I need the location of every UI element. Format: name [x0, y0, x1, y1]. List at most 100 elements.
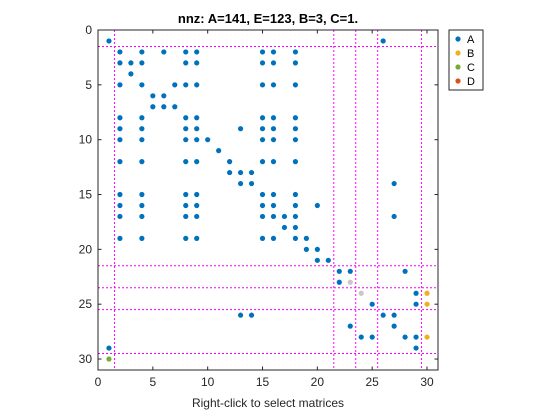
- point-a: [292, 115, 299, 121]
- point-a: [117, 191, 123, 198]
- point-a: [194, 82, 200, 88]
- point-a: [292, 224, 299, 231]
- legend-label-d[interactable]: D: [467, 76, 475, 88]
- point-a: [117, 235, 123, 241]
- point-a: [270, 202, 277, 209]
- legend-label-a[interactable]: A: [467, 34, 475, 46]
- point-a: [281, 213, 288, 220]
- point-a: [292, 235, 299, 241]
- point-a: [183, 235, 189, 241]
- point-a: [139, 126, 145, 132]
- point-a: [194, 60, 200, 66]
- point-a: [292, 82, 299, 88]
- point-e: [347, 279, 353, 285]
- point-a: [270, 213, 277, 220]
- point-c: [106, 356, 112, 362]
- point-a: [391, 323, 397, 329]
- point-a: [172, 82, 178, 88]
- point-a: [292, 191, 299, 198]
- x-tick-label: 0: [95, 375, 102, 389]
- point-a: [336, 268, 342, 274]
- chart-title: nnz: A=141, E=123, B=3, C=1.: [178, 11, 358, 26]
- point-b: [424, 301, 430, 307]
- x-tick-label: 15: [256, 375, 270, 389]
- axes-frame: [97, 29, 439, 371]
- y-tick-label: 20: [79, 242, 93, 256]
- point-a: [194, 191, 200, 198]
- point-a: [248, 180, 255, 187]
- point-a: [161, 49, 167, 55]
- point-a: [270, 235, 277, 241]
- point-a: [161, 93, 167, 99]
- data-points: [106, 38, 430, 362]
- point-a: [303, 246, 309, 252]
- point-a: [292, 202, 299, 209]
- point-a: [194, 213, 200, 220]
- point-a: [194, 202, 200, 209]
- point-a: [150, 104, 156, 110]
- point-a: [314, 257, 320, 263]
- point-a: [391, 312, 397, 318]
- point-a: [237, 312, 244, 318]
- point-a: [161, 104, 167, 110]
- point-a: [292, 213, 299, 220]
- point-a: [270, 159, 277, 165]
- point-a: [194, 126, 200, 132]
- point-a: [325, 257, 331, 263]
- point-a: [259, 137, 266, 143]
- point-a: [259, 126, 266, 132]
- point-a: [117, 49, 123, 55]
- point-a: [292, 60, 299, 66]
- point-a: [292, 49, 299, 55]
- point-a: [128, 71, 134, 77]
- point-a: [270, 137, 277, 143]
- point-a: [259, 115, 266, 121]
- point-a: [347, 323, 353, 329]
- point-a: [259, 49, 266, 55]
- point-a: [270, 49, 277, 55]
- point-a: [117, 202, 123, 209]
- point-a: [117, 159, 123, 165]
- point-a: [117, 82, 123, 88]
- point-a: [194, 159, 200, 165]
- point-a: [314, 202, 320, 209]
- point-a: [106, 345, 112, 351]
- point-a: [139, 159, 145, 165]
- point-a: [216, 148, 222, 154]
- point-a: [117, 60, 123, 66]
- point-a: [139, 191, 145, 198]
- legend-label-b[interactable]: B: [467, 48, 474, 60]
- point-a: [314, 246, 320, 252]
- point-a: [227, 159, 233, 165]
- point-a: [292, 137, 299, 143]
- point-a: [172, 104, 178, 110]
- plot-area[interactable]: 0 5 10 15 20 25 30 0 5 10 15 20 25 30: [79, 23, 439, 389]
- point-a: [369, 334, 375, 340]
- point-a: [281, 224, 288, 231]
- point-a: [259, 60, 266, 66]
- y-tick-label: 25: [79, 297, 93, 311]
- point-a: [413, 334, 419, 340]
- point-a: [413, 301, 419, 307]
- point-a: [205, 137, 211, 143]
- legend-label-c[interactable]: C: [467, 62, 475, 74]
- point-a: [336, 279, 342, 285]
- point-a: [117, 137, 123, 143]
- x-tick-label: 25: [366, 375, 380, 389]
- point-a: [259, 159, 266, 165]
- point-a: [194, 235, 200, 241]
- y-tick-label: 15: [79, 188, 93, 202]
- point-a: [183, 126, 189, 132]
- point-a: [402, 268, 408, 274]
- legend-marker-a: [455, 36, 461, 42]
- point-a: [139, 49, 145, 55]
- point-a: [183, 115, 189, 121]
- legend-box: [448, 29, 484, 91]
- point-a: [259, 191, 266, 198]
- point-a: [150, 93, 156, 99]
- point-a: [259, 235, 266, 241]
- legend-marker-b: [455, 50, 461, 56]
- y-tick-label: 5: [85, 78, 92, 92]
